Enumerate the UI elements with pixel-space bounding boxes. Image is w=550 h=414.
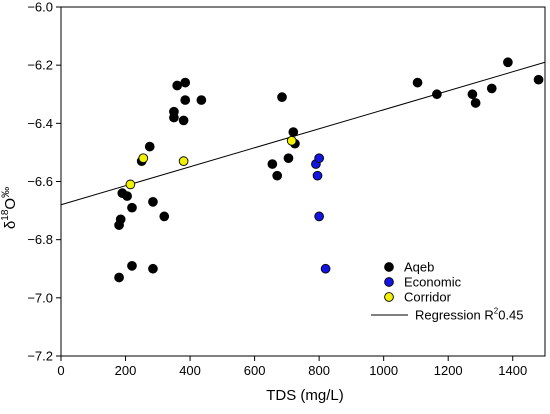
data-point-aqeb [148,263,158,274]
data-point-aqeb [470,98,481,108]
x-tick-label: 0 [57,363,64,378]
legend-marker-economic [384,277,394,287]
x-tick-label: 200 [115,363,137,378]
data-point-aqeb [283,153,294,164]
x-axis-label: TDS (mg/L) [266,387,344,404]
data-point-corridor [286,135,297,146]
data-point-aqeb [127,202,137,213]
data-point-corridor [178,156,189,166]
legend-r2-label: R [481,308,494,323]
data-point-aqeb [467,89,478,100]
x-tick-label: 1400 [498,363,527,378]
x-tick-label: 1000 [369,363,398,378]
data-point-corridor [125,179,136,190]
data-point-aqeb [114,272,124,283]
x-tick-label: 1200 [434,363,463,378]
data-point-economic [314,211,324,222]
legend-label-aqeb: Aqeb [404,260,434,275]
data-point-aqeb [267,159,278,169]
y-tick-label: −6.0 [27,0,53,15]
regression-line [60,61,546,206]
data-point-aqeb [115,214,126,225]
legend-label-economic: Economic [404,275,462,290]
x-tick-label: 400 [179,363,201,378]
y-tick-label: −7.2 [27,349,53,364]
y-tick-label: −7.0 [27,290,53,305]
svg-text:δ18O‰: δ18O‰ [0,187,19,229]
data-point-aqeb [288,127,299,137]
data-point-aqeb [412,77,423,88]
y-axis-label-letter: O [2,198,19,210]
y-axis-label-delta: δ [2,221,19,229]
data-point-aqeb [503,57,513,68]
data-point-aqeb [178,115,189,126]
data-point-economic [314,153,324,164]
data-point-aqeb [127,260,137,271]
data-point-aqeb [148,197,158,207]
y-tick-label: −6.6 [27,174,53,189]
legend-r2-superscript: 2 [494,307,499,316]
y-tick-label: −6.8 [27,232,53,247]
data-point-aqeb [272,170,283,181]
data-point-economic [312,170,323,181]
x-tick-label: 800 [308,363,330,378]
data-point-aqeb [122,191,132,201]
legend-label-regression: Regression R20.45 [415,307,524,323]
x-tick-label: 600 [244,363,266,378]
data-point-aqeb [277,92,287,103]
data-point-aqeb [169,112,179,123]
data-point-aqeb [196,95,207,105]
y-tick-label: −6.2 [27,58,53,73]
data-point-aqeb [144,141,155,152]
y-axis-label: δ18O‰ [0,187,19,229]
y-axis-label-unit: ‰ [0,187,12,198]
y-axis-ticks: −7.2 −7.0 −6.8 −6.6 −6.4 −6.2 −6.0 [27,0,61,364]
legend-marker-corridor [384,292,394,302]
data-points [114,57,544,283]
plot-area [60,6,546,357]
legend-marker-aqeb [384,262,394,272]
legend-label-corridor: Corridor [404,290,452,305]
data-point-aqeb [486,83,497,94]
y-tick-label: −6.4 [27,116,53,131]
data-point-aqeb [533,74,544,85]
data-point-economic [320,263,331,274]
data-point-aqeb [172,80,183,91]
data-point-aqeb [432,89,442,100]
x-axis-ticks: 0 200 400 600 800 1000 1200 1400 [57,356,527,378]
data-point-corridor [138,153,149,164]
data-point-aqeb [159,211,170,222]
legend-name: Regression [415,308,481,323]
legend-r2-value: 0.45 [498,308,523,323]
data-point-aqeb [180,77,191,88]
y-axis-label-superscript: 18 [0,209,11,221]
data-point-aqeb [180,95,191,105]
